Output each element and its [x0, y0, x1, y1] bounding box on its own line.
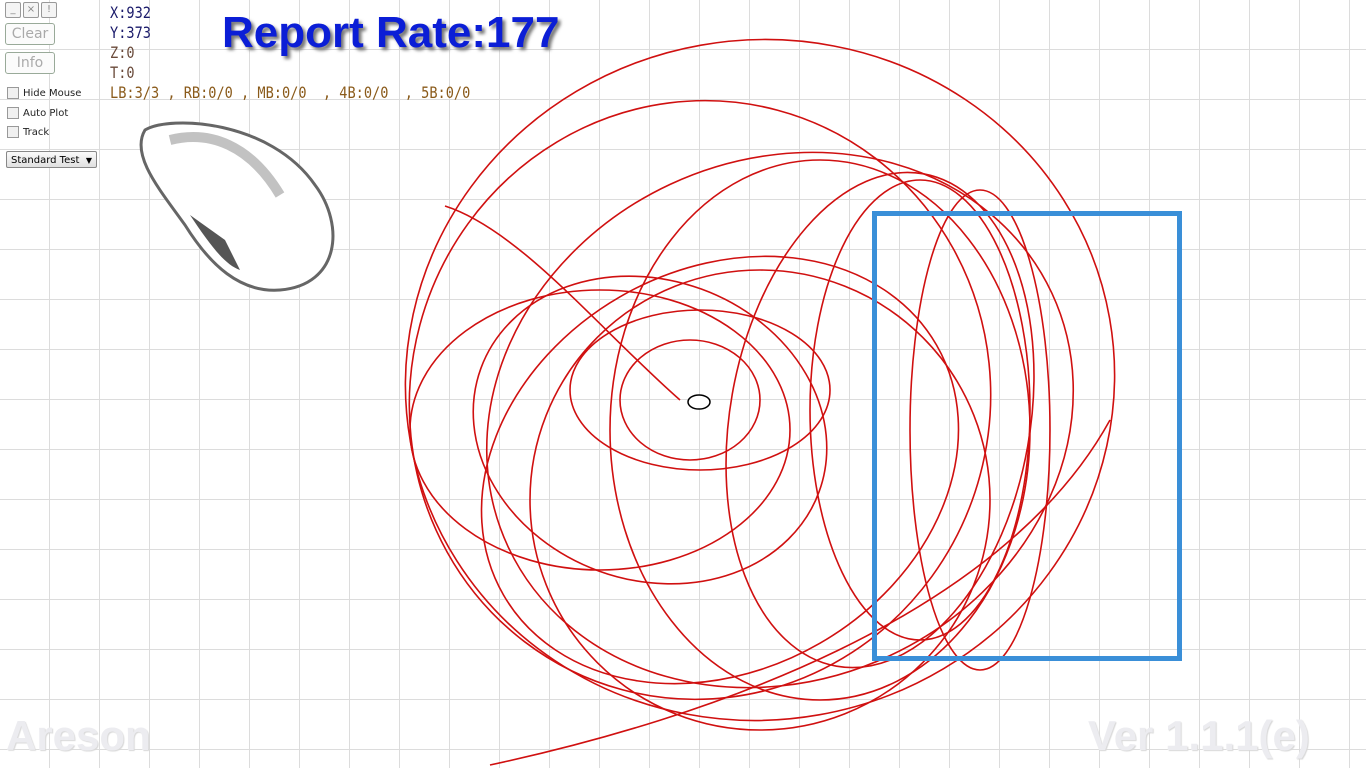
trace-loop — [485, 151, 1075, 689]
trace-stroke — [444, 205, 681, 401]
target-rectangle — [872, 211, 1182, 661]
mouse-illustration — [139, 121, 335, 292]
z-readout: Z:0 — [110, 43, 135, 62]
checkbox-label: Hide Mouse — [23, 87, 82, 99]
x-readout: X:932 — [110, 3, 151, 22]
trace-loop — [619, 339, 761, 461]
trace-loop — [529, 269, 991, 731]
trace-loop — [472, 275, 828, 585]
button-counts: LB:3/3 , RB:0/0 , MB:0/0 , 4B:0/0 , 5B:0… — [110, 83, 471, 102]
mode-select[interactable]: Standard Test ▼ — [6, 151, 97, 168]
trace-loop — [408, 99, 992, 701]
trace-loop — [809, 179, 1031, 641]
checkbox-box[interactable] — [7, 87, 19, 99]
window-controls: _ × ! — [5, 2, 57, 18]
trace-stroke — [489, 419, 1111, 766]
minimize-icon[interactable]: _ — [5, 2, 21, 18]
trace-loop — [569, 309, 831, 471]
alert-icon[interactable]: ! — [41, 2, 57, 18]
trace-loop — [909, 189, 1051, 671]
trace-loop — [725, 171, 1035, 669]
checkbox-label: Track — [23, 126, 50, 138]
close-icon[interactable]: × — [23, 2, 39, 18]
report-rate: Report Rate:177 — [222, 8, 560, 57]
clear-button[interactable]: Clear — [5, 23, 55, 45]
hide-mouse-checkbox[interactable]: Hide Mouse — [7, 87, 81, 99]
track-checkbox[interactable]: Track — [7, 126, 49, 138]
watermark-right: Ver 1.1.1(e) — [1088, 712, 1310, 759]
checkbox-label: Auto Plot — [23, 107, 69, 119]
checkbox-box[interactable] — [7, 107, 19, 119]
y-readout: Y:373 — [110, 23, 151, 42]
info-button[interactable]: Info — [5, 52, 55, 74]
mode-select-value: Standard Test — [11, 155, 80, 166]
t-readout: T:0 — [110, 63, 135, 82]
checkbox-box[interactable] — [7, 126, 19, 138]
trace-loop — [409, 289, 791, 571]
auto-plot-checkbox[interactable]: Auto Plot — [7, 107, 68, 119]
watermark-left: Areson — [6, 712, 151, 759]
chevron-down-icon: ▼ — [85, 156, 92, 165]
cursor-mouse-icon — [687, 394, 711, 410]
trace-loop — [480, 255, 960, 685]
